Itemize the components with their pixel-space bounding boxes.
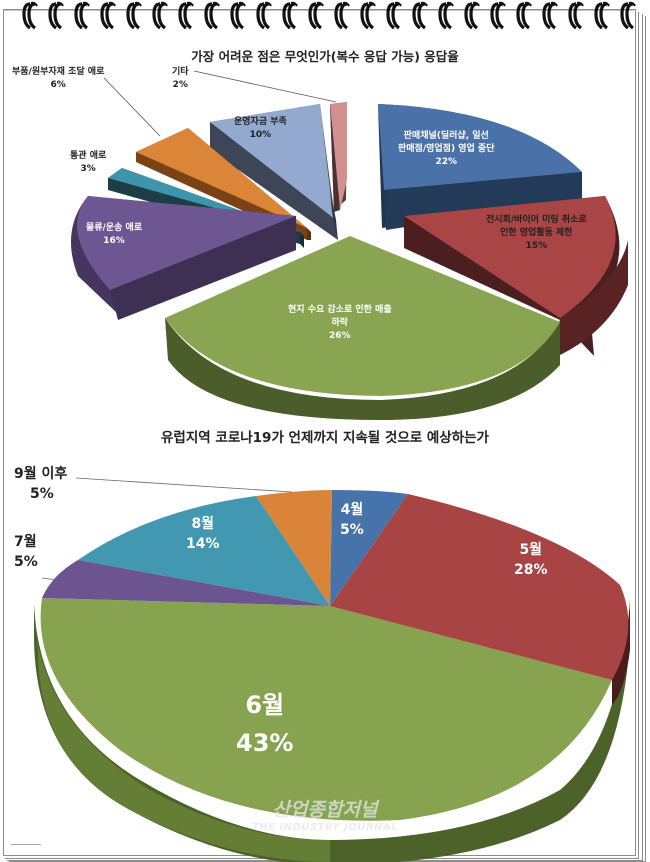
spiral-ring-icon [74, 1, 90, 30]
spiral-ring-icon [360, 1, 376, 30]
spiral-ring-icon [204, 1, 220, 30]
label-customs: 통관 애로 3% [70, 151, 107, 175]
spiral-ring-icon [594, 1, 610, 30]
spiral-ring-icon [126, 1, 142, 30]
spiral-ring-icon [490, 1, 506, 30]
slice-aug [78, 496, 330, 606]
spiral-ring-icon [386, 1, 402, 30]
slice-may [330, 494, 629, 680]
label-sep: 9월 이후 5% [14, 466, 68, 503]
spiral-ring-icon [516, 1, 532, 30]
spiral-ring-icon [48, 1, 64, 30]
spiral-ring-icon [464, 1, 480, 30]
label-logistics: 물류/운송 애로 16% [86, 223, 143, 247]
label-jun: 6월 43% [236, 691, 294, 758]
slice-sep [256, 490, 332, 606]
slice-exhibition [404, 196, 628, 356]
slice-jul [42, 560, 330, 606]
spiral-ring-icon [334, 1, 350, 30]
spiral-ring-icon [282, 1, 298, 30]
leader-line-parts [103, 77, 161, 137]
spiral-ring-icon [620, 1, 636, 30]
slice-demand [165, 236, 560, 420]
spiral-ring-icon [230, 1, 246, 30]
slice-other [330, 102, 347, 212]
spiral-ring-icon [438, 1, 454, 30]
spiral-ring-icon [412, 1, 428, 30]
chart2-title: 유럽지역 코로나19가 언제까지 지속될 것으로 예상하는가 [161, 430, 489, 446]
slice-sales-channel [378, 104, 582, 230]
label-other: 기타 2% [172, 67, 189, 91]
spiral-ring-icon [542, 1, 558, 30]
label-jul: 7월 5% [14, 534, 38, 571]
slice-logistics [70, 196, 297, 320]
label-demand: 현지 수요 감소로 인한 매출 하락 26% [288, 305, 392, 342]
spiral-ring-icon [568, 1, 584, 30]
leader-line-jul [41, 577, 59, 581]
spiral-ring-icon [152, 1, 168, 30]
slice-parts [136, 128, 311, 240]
spiral-ring-icon [100, 1, 116, 30]
spiral-binding [3, 1, 636, 30]
label-funds: 운영자금 부족 10% [234, 117, 287, 141]
spiral-ring-icon [22, 1, 38, 30]
spiral-ring-icon [178, 1, 194, 30]
label-sales-channel: 판매채널(딜러샵, 일선 판매점/영업점) 영업 중단 22% [398, 131, 495, 168]
slice-funds [210, 104, 338, 242]
slice-apr [330, 490, 408, 606]
chart1-pie [70, 70, 628, 420]
label-exhibition: 전시회/바이어 미팅 취소로 인한 영업활동 제한 15% [486, 215, 587, 252]
leader-line-other [193, 70, 337, 103]
spiral-ring-icon [308, 1, 324, 30]
label-aug: 8월 14% [186, 516, 220, 553]
chart1-title: 가장 어려운 점은 무엇인가(복수 응답 가능) 응답율 [191, 49, 459, 64]
spiral-ring-icon [256, 1, 272, 30]
divider [11, 844, 41, 845]
leader-line-sep [75, 477, 293, 493]
label-parts: 부품/원부자재 조달 애로 6% [12, 67, 105, 91]
label-apr: 4월 5% [340, 502, 364, 539]
slice-jun [40, 598, 612, 821]
watermark-logo: 산업종합저널 THE INDUSTRY JOURNAL [251, 799, 399, 833]
label-may: 5월 28% [514, 542, 548, 579]
